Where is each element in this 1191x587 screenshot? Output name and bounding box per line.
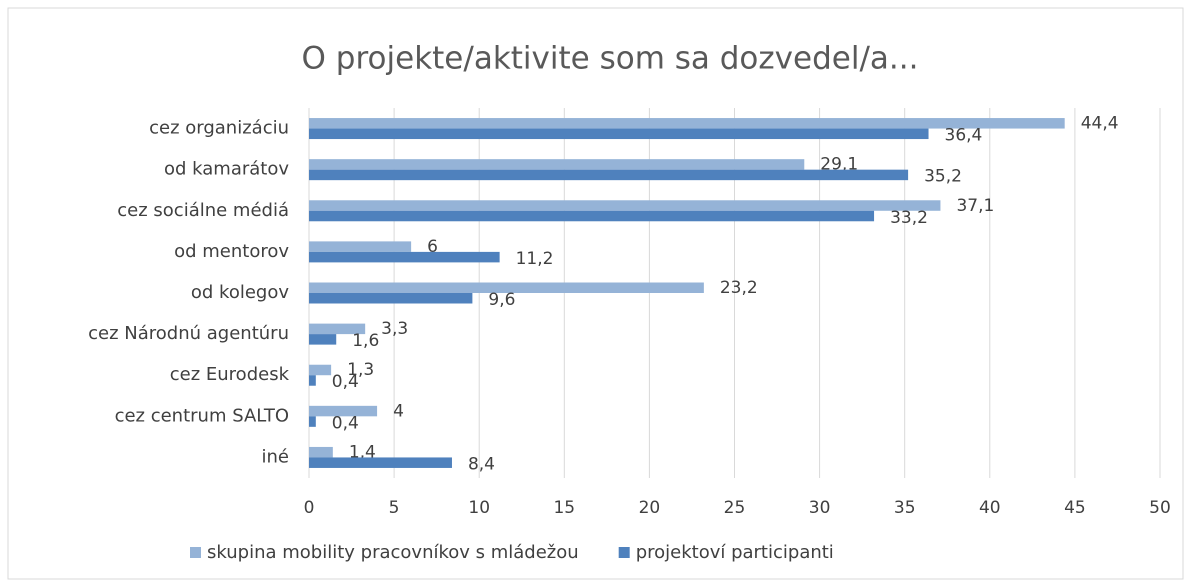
bar bbox=[309, 293, 473, 304]
y-tick-label: iné bbox=[262, 446, 289, 467]
x-tick-label: 15 bbox=[553, 498, 575, 518]
data-label: 4 bbox=[393, 401, 404, 421]
bar bbox=[309, 282, 704, 293]
bar bbox=[309, 241, 412, 252]
x-tick-label: 0 bbox=[304, 498, 315, 518]
x-tick-label: 5 bbox=[389, 498, 400, 518]
bar bbox=[309, 200, 941, 211]
data-label: 1,3 bbox=[347, 360, 374, 380]
data-label: 35,2 bbox=[924, 167, 962, 187]
data-label: 3,3 bbox=[381, 319, 408, 339]
y-tick-label: cez Eurodesk bbox=[170, 364, 290, 385]
data-label: 8,4 bbox=[468, 454, 495, 474]
legend-label: skupina mobility pracovníkov s mládežou bbox=[207, 542, 579, 563]
bar bbox=[309, 405, 378, 417]
x-tick-label: 45 bbox=[1064, 498, 1086, 518]
data-label: 6 bbox=[427, 237, 438, 257]
chart-title: O projekte/aktivite som sa dozvedel/a... bbox=[302, 41, 919, 77]
y-tick-label: od mentorov bbox=[174, 241, 289, 262]
y-tick-label: od kamarátov bbox=[164, 159, 289, 180]
data-label: 9,6 bbox=[488, 290, 515, 310]
x-tick-label: 10 bbox=[468, 498, 490, 518]
y-tick-label: cez centrum SALTO bbox=[115, 405, 289, 426]
bar bbox=[309, 416, 316, 427]
bar bbox=[309, 446, 333, 458]
data-label: 11,2 bbox=[516, 249, 554, 269]
legend-swatch bbox=[618, 547, 630, 558]
data-label: 44,4 bbox=[1081, 114, 1119, 134]
bar bbox=[309, 323, 366, 335]
data-label: 36,4 bbox=[945, 126, 983, 146]
bar bbox=[309, 251, 500, 263]
bar bbox=[309, 210, 875, 222]
x-tick-label: 25 bbox=[724, 498, 746, 518]
y-tick-label: od kolegov bbox=[191, 282, 289, 303]
x-tick-label: 50 bbox=[1149, 498, 1171, 518]
legend-label: projektoví participanti bbox=[636, 542, 834, 563]
data-label: 23,2 bbox=[720, 278, 758, 298]
bar bbox=[309, 128, 929, 140]
data-label: 37,1 bbox=[956, 196, 994, 216]
chart-border bbox=[7, 7, 1184, 580]
bar bbox=[309, 375, 316, 386]
x-tick-label: 35 bbox=[894, 498, 916, 518]
y-tick-label: cez Národnú agentúru bbox=[88, 323, 289, 344]
data-label: 0,4 bbox=[332, 372, 359, 392]
y-tick-label: cez organizáciu bbox=[149, 118, 289, 139]
data-label: 1,6 bbox=[352, 331, 379, 351]
legend-swatch bbox=[190, 547, 201, 558]
x-tick-label: 30 bbox=[809, 498, 831, 518]
x-tick-label: 40 bbox=[979, 498, 1001, 518]
x-tick-label: 20 bbox=[639, 498, 661, 518]
bar bbox=[309, 457, 452, 468]
bar bbox=[309, 364, 332, 376]
data-label: 0,4 bbox=[332, 413, 359, 433]
bar bbox=[309, 159, 805, 170]
y-tick-label: cez sociálne médiá bbox=[117, 200, 289, 221]
bar bbox=[309, 169, 909, 181]
bar bbox=[309, 118, 1065, 129]
data-label: 33,2 bbox=[890, 208, 928, 228]
bar bbox=[309, 334, 337, 345]
